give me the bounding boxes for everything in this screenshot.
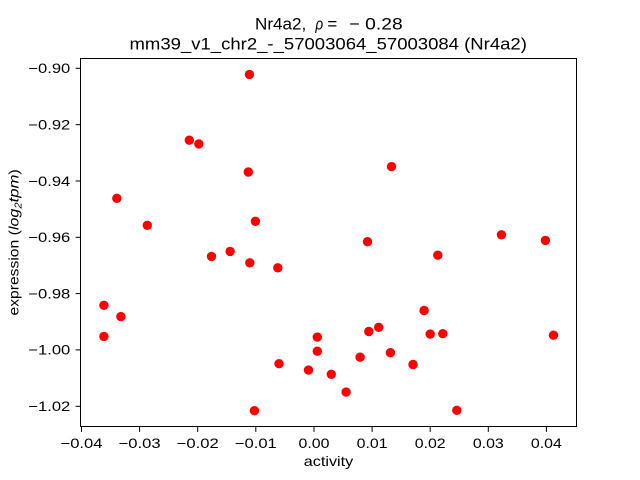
svg-text:expression (: expression ( bbox=[6, 230, 22, 316]
svg-text:−0.03: −0.03 bbox=[119, 435, 161, 451]
svg-text:): ) bbox=[6, 169, 22, 174]
svg-text:−0.92: −0.92 bbox=[28, 117, 70, 133]
svg-text:−0.01: −0.01 bbox=[235, 435, 277, 451]
svg-text:−0.96: −0.96 bbox=[28, 229, 70, 245]
svg-text:0.00: 0.00 bbox=[299, 435, 330, 451]
svg-text:0.28: 0.28 bbox=[365, 14, 403, 33]
svg-text:−0.04: −0.04 bbox=[61, 435, 103, 451]
svg-text:0.04: 0.04 bbox=[531, 435, 562, 451]
svg-text:mm39_v1_chr2_-_57003064_570030: mm39_v1_chr2_-_57003064_57003084 (Nr4a2) bbox=[130, 34, 527, 53]
svg-text:log: log bbox=[6, 208, 22, 230]
svg-text:−1.02: −1.02 bbox=[28, 398, 70, 414]
svg-text:−0.94: −0.94 bbox=[28, 173, 70, 189]
svg-text:0.03: 0.03 bbox=[473, 435, 504, 451]
svg-text:−: − bbox=[349, 14, 360, 33]
svg-text:tpm: tpm bbox=[6, 175, 22, 203]
svg-text:Nr4a2,: Nr4a2, bbox=[255, 14, 306, 33]
svg-text:activity: activity bbox=[304, 453, 354, 469]
svg-text:0.01: 0.01 bbox=[357, 435, 388, 451]
svg-text:−0.98: −0.98 bbox=[28, 285, 70, 301]
svg-text:2: 2 bbox=[14, 202, 25, 210]
svg-text:=: = bbox=[327, 14, 337, 33]
svg-text:0.02: 0.02 bbox=[415, 435, 446, 451]
svg-text:−0.90: −0.90 bbox=[28, 60, 70, 76]
svg-text:−0.02: −0.02 bbox=[177, 435, 219, 451]
svg-text:ρ: ρ bbox=[315, 14, 324, 33]
svg-text:−1.00: −1.00 bbox=[28, 342, 70, 358]
